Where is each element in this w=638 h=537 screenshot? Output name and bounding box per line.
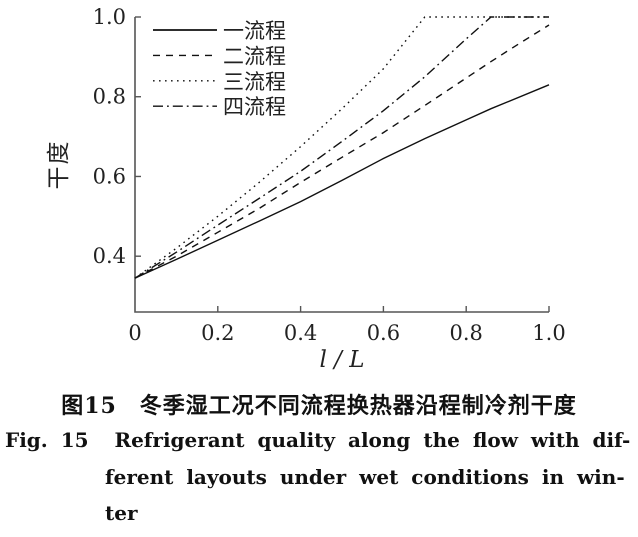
series-line-4 <box>134 16 549 279</box>
legend-label-1: 一流程 <box>223 19 286 43</box>
legend-label-4: 四流程 <box>223 95 286 119</box>
x-axis-label: l / L <box>319 347 364 373</box>
x-tick-label: 1.0 <box>532 321 565 345</box>
legend-label-2: 二流程 <box>223 44 286 68</box>
figure-caption-chinese: 图15 冬季湿工况不同流程换热器沿程制冷剂干度 <box>61 393 577 419</box>
y-tick-label: 0.4 <box>93 244 126 268</box>
y-axis-label: 干度 <box>46 140 72 190</box>
y-tick-label: 0.6 <box>93 164 126 188</box>
series-line-2 <box>134 24 550 279</box>
chart-canvas: 0 0.2 0.4 0.6 0.8 1.0 0.4 0.6 0.8 1.0 l / L 干度 一流程二流… <box>46 5 566 373</box>
y-tick-label: 0.8 <box>93 85 126 109</box>
figure-caption-english-line2: ferent layouts under wet conditions in w… <box>105 465 625 489</box>
refrigerant-quality-chart: 0 0.2 0.4 0.6 0.8 1.0 0.4 0.6 0.8 1.0 l / L 干度 一流程 二流… <box>46 5 566 373</box>
axis-spines <box>134 17 549 313</box>
legend-label-3: 三流程 <box>223 70 286 94</box>
x-tick-label: 0.8 <box>449 321 482 345</box>
x-tick-label: 0 <box>128 321 141 345</box>
figure-caption-english-line3: ter <box>105 501 138 525</box>
y-tick-label: 1.0 <box>93 5 126 29</box>
figure-caption-english-line1: Fig. 15 Refrigerant quality along the fl… <box>5 428 631 452</box>
x-tick-label: 0.4 <box>284 321 317 345</box>
x-tick-label: 0.2 <box>201 321 234 345</box>
x-tick-label: 0.6 <box>367 321 400 345</box>
series-line-1 <box>134 84 550 279</box>
